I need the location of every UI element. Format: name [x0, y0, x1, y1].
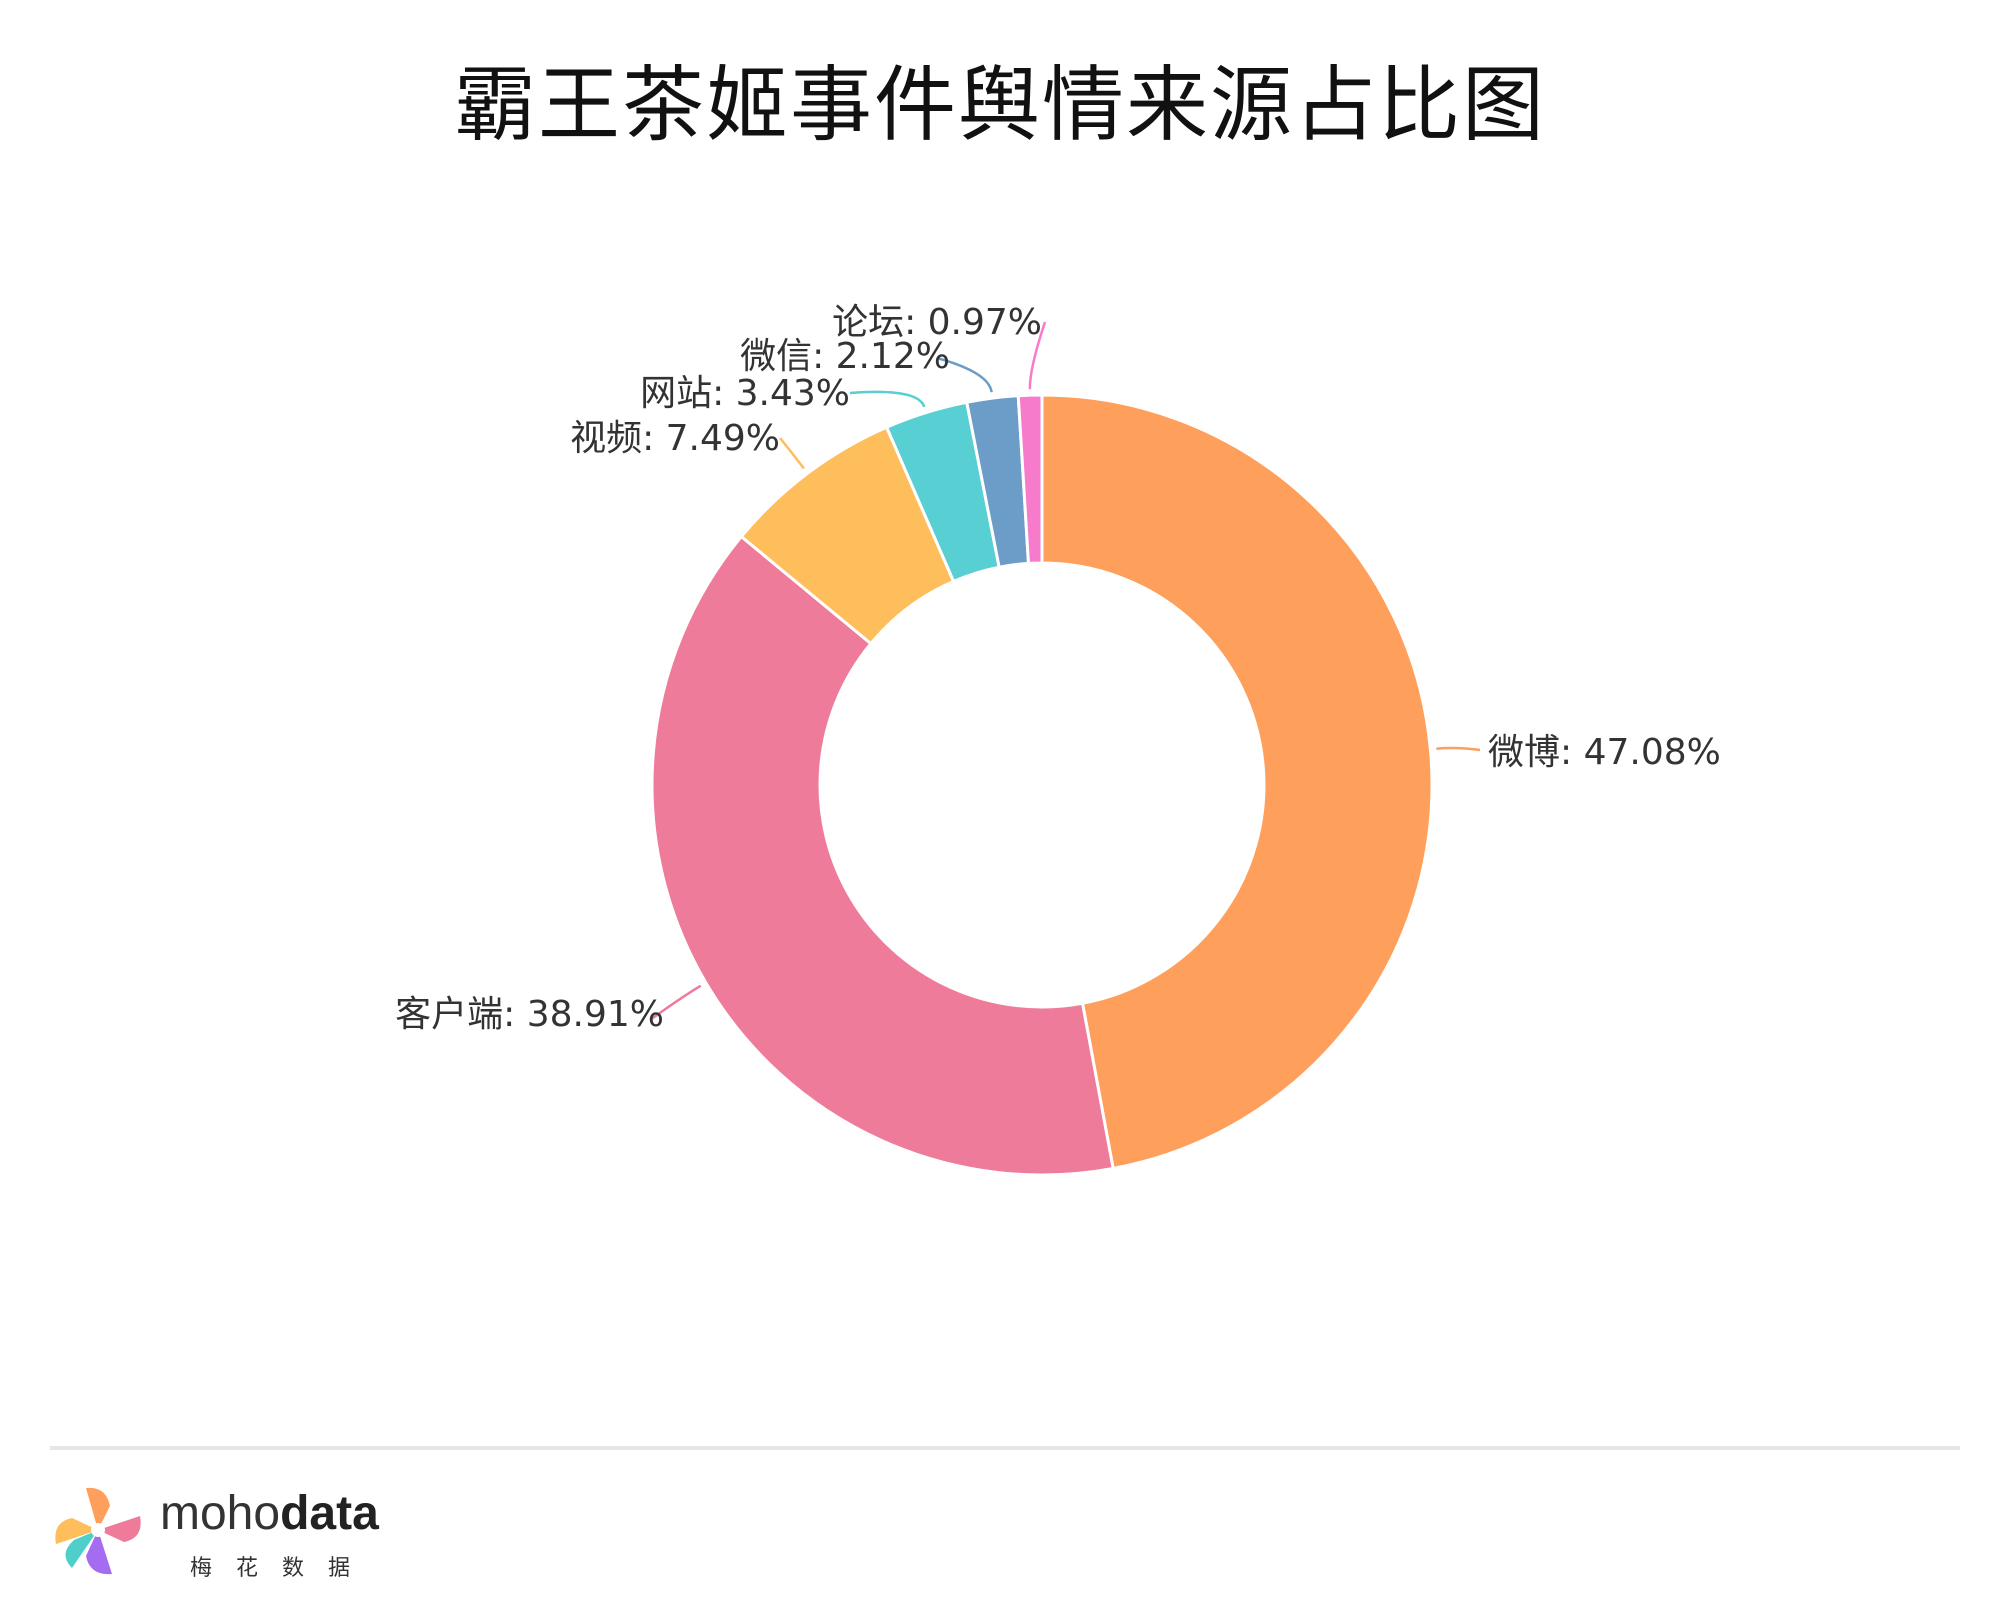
donut-chart: 微博: 47.08% 客户端: 38.91% 视频: 7.49%网站: 3.43%微…	[395, 302, 1721, 1177]
slice-label-4: 微信: 2.12%	[740, 336, 950, 377]
leader-line-5	[1028, 321, 1047, 390]
pinwheel-logo-icon	[55, 1487, 141, 1575]
footer-divider	[50, 1446, 1960, 1450]
brand-logo: mohodata 梅花数据	[48, 1480, 448, 1590]
slices-layer	[650, 393, 1434, 1177]
slice-label-0: 微博: 47.08%	[1488, 732, 1721, 773]
leader-line-0	[1436, 746, 1481, 752]
slice-label-2: 视频: 7.49%	[570, 418, 780, 459]
labels-layer: 微博: 47.08% 客户端: 38.91% 视频: 7.49%网站: 3.43%微…	[395, 302, 1721, 1035]
leader-line-4	[936, 356, 993, 393]
slice-0	[1040, 393, 1434, 1171]
brand-subtitle: 梅花数据	[190, 1556, 375, 1581]
leader-line-2	[779, 437, 805, 470]
leader-lines	[649, 321, 1481, 1022]
chart-title: 霸王茶姬事件舆情来源占比图	[453, 58, 1546, 153]
leader-line-1	[649, 984, 702, 1022]
slice-5	[1016, 393, 1044, 566]
slice-label-3: 网站: 3.43%	[640, 373, 850, 414]
leader-line-3	[849, 390, 926, 408]
brand-name: mohodata	[160, 1487, 379, 1540]
slice-1	[650, 534, 1115, 1177]
slice-label-1: 客户端: 38.91%	[395, 994, 664, 1035]
slice-label-5: 论坛: 0.97%	[832, 302, 1042, 343]
